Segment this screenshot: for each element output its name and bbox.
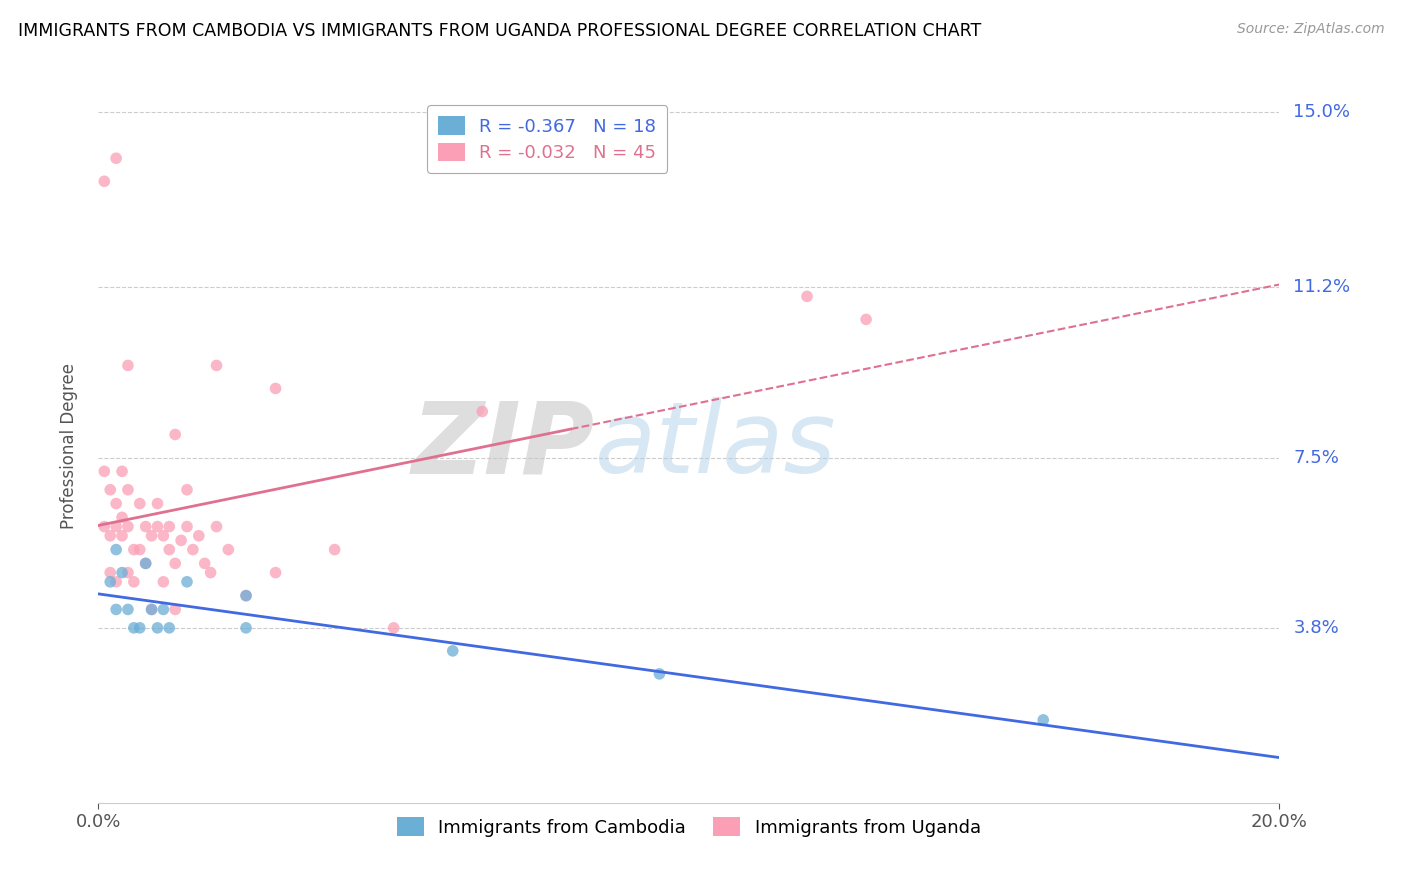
Point [181, 542, 204, 557]
Text: 3.8%: 3.8% [1294, 619, 1339, 637]
Point [111, 566, 134, 580]
Point [98, 483, 121, 497]
Point [157, 519, 180, 533]
Point [157, 621, 180, 635]
Point [146, 497, 169, 511]
Text: ZIP: ZIP [412, 398, 595, 494]
Point [111, 529, 134, 543]
Point [135, 557, 157, 571]
Point [176, 519, 198, 533]
Point [200, 566, 222, 580]
Point [122, 574, 145, 589]
Text: IMMIGRANTS FROM CAMBODIA VS IMMIGRANTS FROM UGANDA PROFESSIONAL DEGREE CORRELATI: IMMIGRANTS FROM CAMBODIA VS IMMIGRANTS F… [18, 22, 981, 40]
Point [98, 529, 121, 543]
Point [205, 519, 228, 533]
Point [122, 621, 145, 635]
Point [128, 497, 150, 511]
Point [152, 574, 174, 589]
Point [117, 602, 139, 616]
Point [152, 529, 174, 543]
Point [146, 519, 169, 533]
Point [441, 644, 464, 658]
Point [117, 483, 139, 497]
Text: Source: ZipAtlas.com: Source: ZipAtlas.com [1237, 22, 1385, 37]
Legend: Immigrants from Cambodia, Immigrants from Uganda: Immigrants from Cambodia, Immigrants fro… [389, 810, 988, 844]
Point [98, 574, 121, 589]
Point [157, 542, 180, 557]
Point [1032, 713, 1054, 727]
Point [382, 621, 405, 635]
Point [264, 381, 287, 395]
Point [141, 602, 163, 616]
Point [105, 542, 128, 557]
Point [93, 519, 115, 533]
Point [122, 542, 145, 557]
Point [93, 174, 115, 188]
Point [264, 566, 287, 580]
Point [648, 666, 671, 681]
Point [105, 574, 128, 589]
Point [105, 497, 128, 511]
Point [205, 359, 228, 373]
Point [135, 519, 157, 533]
Point [105, 602, 128, 616]
Point [165, 427, 187, 442]
Point [187, 529, 209, 543]
Point [165, 602, 187, 616]
Point [93, 464, 115, 478]
Point [235, 589, 257, 603]
Text: atlas: atlas [595, 398, 837, 494]
Point [117, 566, 139, 580]
Point [117, 359, 139, 373]
Point [217, 542, 239, 557]
Point [323, 542, 346, 557]
Point [194, 557, 217, 571]
Point [796, 289, 818, 303]
Point [117, 519, 139, 533]
Point [128, 621, 150, 635]
Point [111, 464, 134, 478]
Point [135, 557, 157, 571]
Y-axis label: Professional Degree: Professional Degree [59, 363, 77, 529]
Point [235, 621, 257, 635]
Point [235, 589, 257, 603]
Point [141, 602, 163, 616]
Point [105, 519, 128, 533]
Point [111, 510, 134, 524]
Point [128, 542, 150, 557]
Point [141, 529, 163, 543]
Text: 11.2%: 11.2% [1294, 278, 1351, 296]
Point [855, 312, 877, 326]
Point [146, 621, 169, 635]
Point [105, 151, 128, 165]
Text: 7.5%: 7.5% [1294, 449, 1340, 467]
Point [471, 404, 494, 418]
Point [176, 574, 198, 589]
Point [152, 602, 174, 616]
Point [170, 533, 193, 548]
Text: 15.0%: 15.0% [1294, 103, 1350, 121]
Point [176, 483, 198, 497]
Point [98, 566, 121, 580]
Point [165, 557, 187, 571]
